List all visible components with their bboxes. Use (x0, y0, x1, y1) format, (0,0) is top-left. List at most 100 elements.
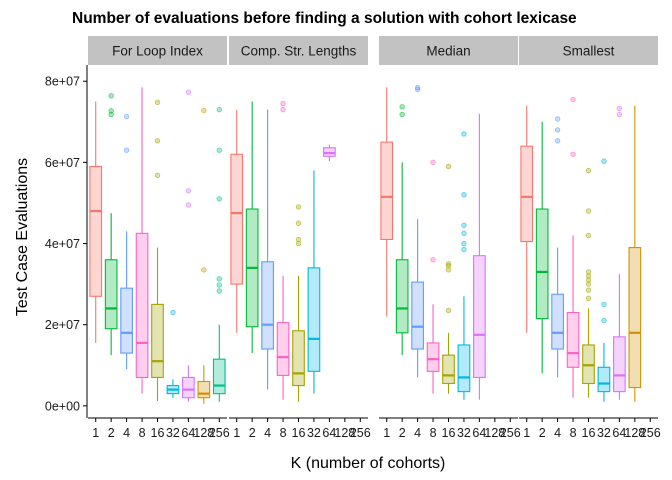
outlier-point (216, 147, 222, 153)
x-tick-label: 32 (307, 426, 321, 440)
outlier-point (430, 257, 436, 263)
iqr-box (230, 153, 244, 285)
x-tick-label: 128 (334, 426, 355, 440)
y-axis: 0e+00 2e+07 4e+07 6e+07 8e+07 (45, 65, 88, 418)
iqr-box (473, 255, 486, 378)
x-tick-label: 256 (500, 426, 521, 440)
outlier-point (185, 202, 192, 208)
iqr-box (426, 342, 440, 372)
iqr-box (197, 380, 211, 399)
box-k-2 (535, 121, 549, 374)
x-tick-label: 8 (430, 426, 437, 440)
x-tick-label: 1 (523, 426, 530, 440)
outlier-point (185, 188, 192, 194)
outlier-point (170, 309, 176, 316)
x-tick-label: 2 (108, 426, 115, 440)
x-tick-label: 64 (612, 426, 626, 440)
outlier-point (585, 287, 592, 293)
iqr-box (212, 358, 226, 395)
iqr-box (120, 287, 133, 354)
box-k-256 (212, 106, 226, 402)
facet-strip (379, 36, 518, 65)
x-tick-label: 128 (484, 426, 505, 440)
box-k-16 (442, 163, 455, 394)
x-tick-label: 16 (442, 426, 456, 440)
iqr-box (395, 259, 409, 334)
outlier-point (585, 281, 592, 287)
facet-strip (229, 36, 368, 65)
x-tick-label: 16 (582, 426, 596, 440)
outlier-point (445, 261, 452, 267)
facet-strip-label: For Loop Index (112, 44, 203, 59)
box-k-2 (395, 104, 409, 356)
box-k-16 (151, 99, 164, 401)
box-k-8 (426, 159, 440, 394)
y-tick-label: 6e+07 (45, 156, 80, 170)
iqr-box (520, 145, 534, 243)
outlier-point (461, 240, 467, 247)
y-tick-label: 0e+00 (45, 399, 80, 413)
outlier-point (399, 104, 405, 110)
x-tick-label: 256 (209, 426, 230, 440)
x-tick-label: 8 (280, 426, 287, 440)
outlier-point (295, 240, 302, 247)
x-tick-label: 2 (399, 426, 406, 440)
outlier-point (154, 172, 161, 179)
outlier-point (601, 317, 607, 324)
x-tick-label: 1 (383, 426, 390, 440)
outlier-point (295, 220, 302, 226)
outlier-point (554, 116, 561, 122)
outlier-point (108, 108, 114, 114)
x-tick-label: 64 (181, 426, 195, 440)
iqr-box (628, 247, 642, 389)
outlier-point (585, 208, 592, 214)
outlier-point (601, 301, 607, 308)
x-tick-label: 1 (92, 426, 99, 440)
outlier-point (461, 230, 467, 237)
outlier-point (295, 236, 302, 243)
x-tick-label: 256 (350, 426, 371, 440)
outlier-point (414, 85, 421, 91)
outlier-point (123, 113, 130, 120)
outlier-point (295, 204, 302, 210)
outlier-point (585, 269, 592, 275)
iqr-box (135, 232, 149, 378)
x-tick-label: 2 (539, 426, 546, 440)
x-tick-label: 1 (233, 426, 240, 440)
iqr-box (535, 208, 549, 320)
outlier-point (201, 107, 207, 114)
iqr-box (613, 336, 626, 393)
iqr-box (292, 330, 305, 387)
x-tick-label: 4 (554, 426, 561, 440)
y-tick-label: 4e+07 (45, 237, 80, 251)
x-tick-label: 128 (624, 426, 645, 440)
facet-strip (519, 36, 658, 65)
box-k-128 (197, 107, 211, 404)
box-k-4 (261, 109, 274, 390)
outlier-point (216, 276, 222, 282)
x-tick-label: 128 (193, 426, 214, 440)
facet-strip-label: Median (426, 44, 470, 59)
outlier-point (216, 282, 222, 288)
outlier-point (216, 288, 222, 294)
iqr-box (566, 311, 580, 368)
box-k-128 (628, 105, 642, 402)
box-k-4 (411, 85, 424, 378)
box-k-64 (182, 89, 195, 402)
outlier-point (601, 158, 607, 164)
x-tick-label: 64 (472, 426, 486, 440)
box-k-32 (457, 131, 471, 400)
box-k-32 (166, 309, 180, 398)
box-k-1 (89, 101, 103, 343)
outlier-point (585, 273, 592, 279)
box-k-8 (135, 87, 149, 394)
x-tick-label: 32 (597, 426, 611, 440)
outlier-point (108, 111, 114, 118)
outlier-point (445, 163, 452, 170)
box-k-2 (245, 101, 259, 354)
outlier-point (554, 127, 561, 133)
outlier-point (154, 99, 161, 106)
iqr-box (151, 303, 164, 378)
